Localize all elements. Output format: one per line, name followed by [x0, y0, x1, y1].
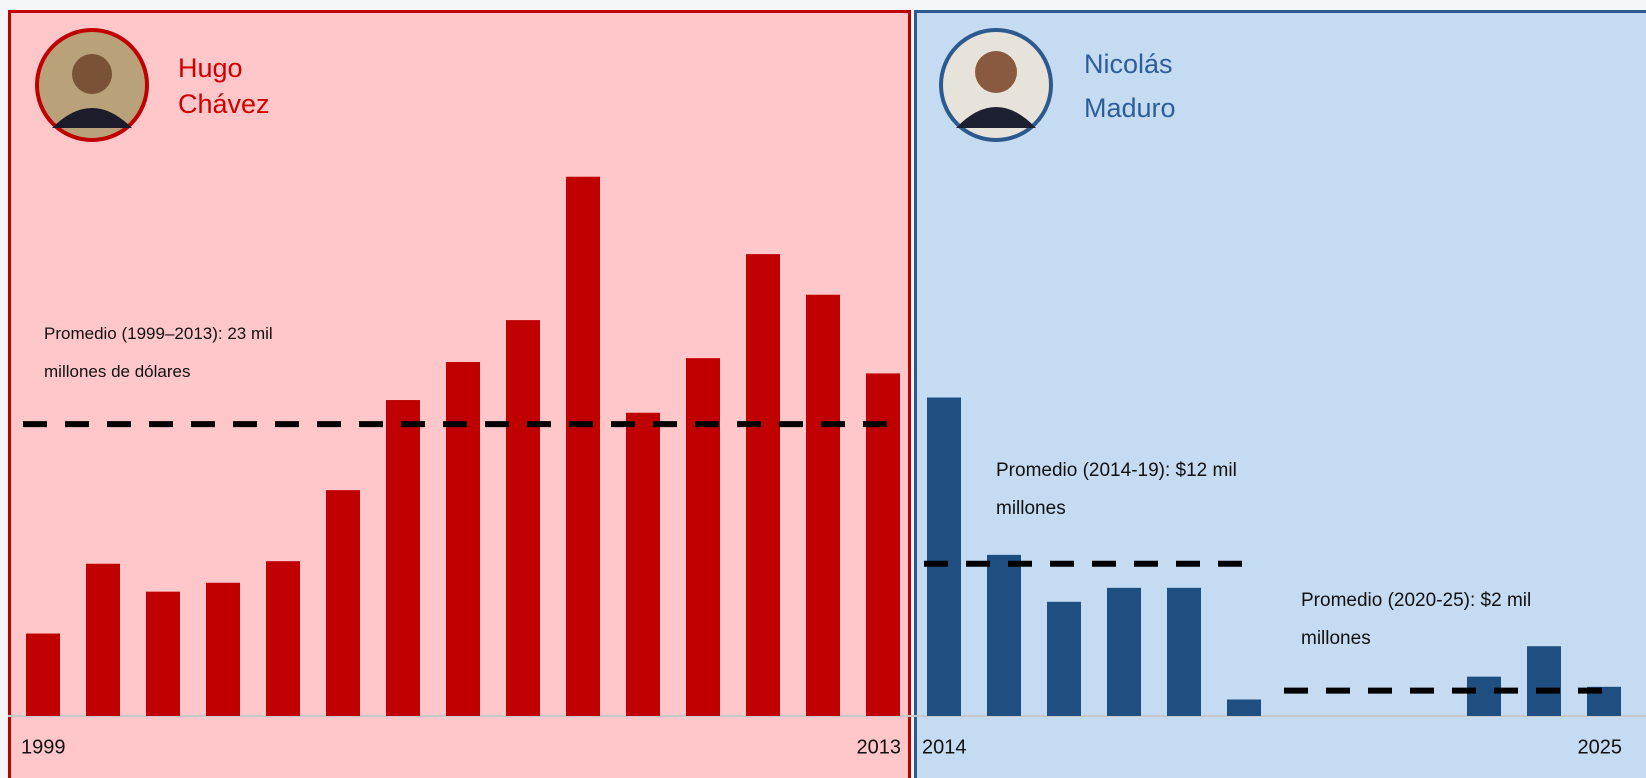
chavez-photo: [35, 28, 149, 142]
bar: [806, 294, 840, 716]
average-label: Promedio (2014-19): $12 mil millones: [996, 460, 1237, 519]
bar: [626, 412, 660, 716]
bar: [506, 320, 540, 716]
bar: [987, 554, 1021, 716]
bar: [26, 633, 60, 716]
panel-name: Nicolás Maduro: [1084, 49, 1176, 123]
x-tick-label: 2014: [922, 736, 967, 758]
bar: [1227, 699, 1261, 716]
maduro-photo: [939, 28, 1053, 142]
bar: [1467, 676, 1501, 716]
bar: [686, 358, 720, 716]
bar: [566, 176, 600, 716]
bar: [1047, 601, 1081, 716]
bar: [866, 373, 900, 716]
bar: [206, 582, 240, 716]
bar: [146, 591, 180, 716]
maduro-panel: [914, 10, 1646, 778]
average-label: Promedio (2020-25): $2 mil millones: [1301, 590, 1532, 649]
bar: [266, 561, 300, 716]
x-tick-label: 2013: [857, 736, 902, 758]
bar: [386, 400, 420, 716]
bar: [446, 361, 480, 716]
bar: [1107, 587, 1141, 716]
average-label: Promedio (1999–2013): 23 mil millones de…: [44, 324, 273, 381]
x-tick-label: 1999: [21, 736, 66, 758]
bar: [746, 254, 780, 716]
panel-name: Hugo Chávez: [178, 53, 270, 119]
bar: [326, 490, 360, 716]
bar: [1527, 646, 1561, 716]
bar: [1167, 587, 1201, 716]
bar: [86, 563, 120, 716]
x-tick-label: 2025: [1578, 736, 1623, 758]
bar: [927, 397, 961, 716]
